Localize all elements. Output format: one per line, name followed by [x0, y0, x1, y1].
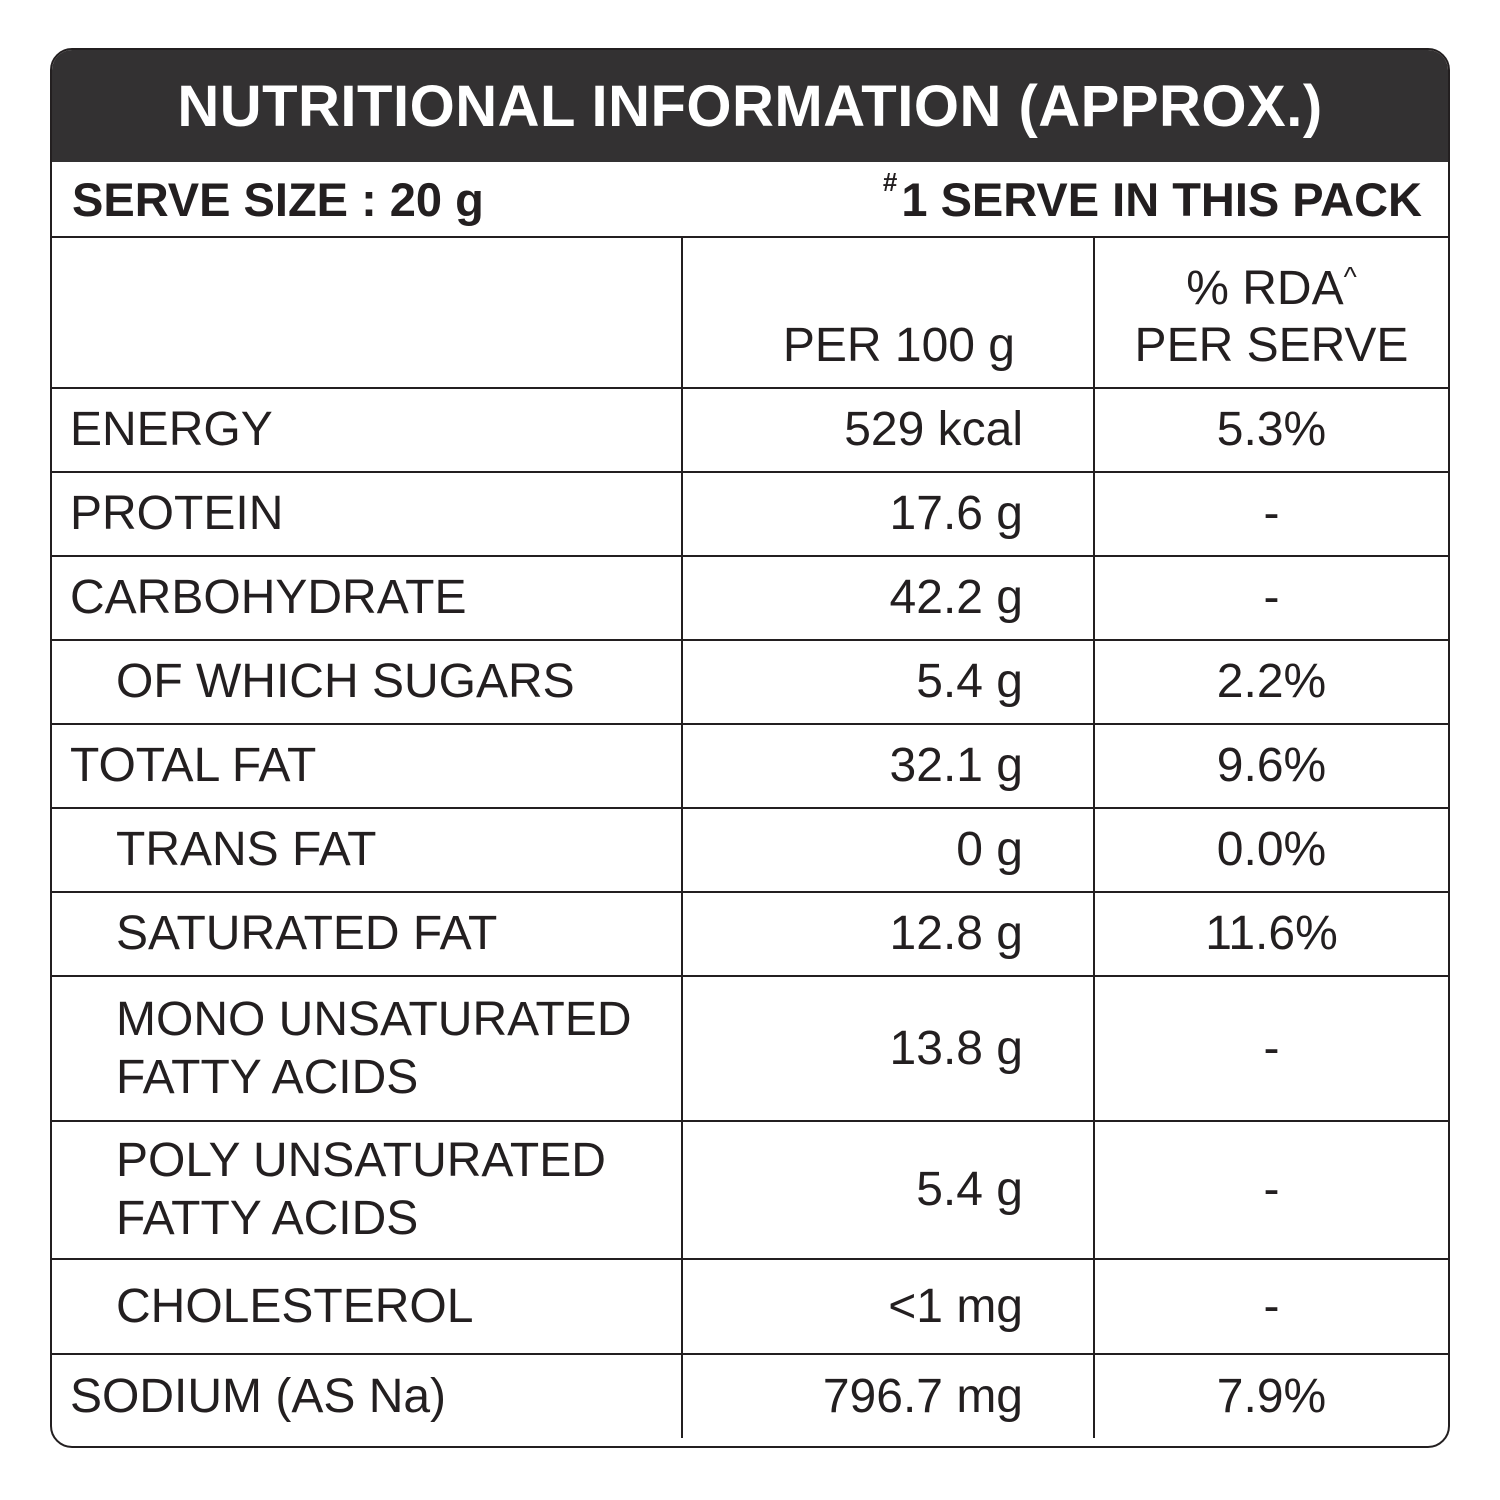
rda-per-serve: 9.6%: [1093, 723, 1448, 809]
rda-per-serve: 2.2%: [1093, 639, 1448, 725]
rda-per-serve: -: [1093, 471, 1448, 557]
nutrient-name: CHOLESTEROL: [52, 1258, 683, 1355]
nutrient-name: TOTAL FAT: [52, 723, 683, 809]
table-row: PROTEIN 17.6 g -: [52, 471, 1448, 557]
panel-title: NUTRITIONAL INFORMATION (APPROX.): [52, 50, 1448, 162]
nutrient-name: SODIUM (AS Na): [52, 1353, 683, 1438]
rda-footnote-mark: ^: [1343, 260, 1357, 292]
value-per-100g: 5.4 g: [681, 1120, 1095, 1260]
nutrient-name: CARBOHYDRATE: [52, 555, 683, 641]
table-row: POLY UNSATURATED FATTY ACIDS 5.4 g -: [52, 1120, 1448, 1260]
nutrient-name: POLY UNSATURATED FATTY ACIDS: [52, 1120, 683, 1260]
table-row: TOTAL FAT 32.1 g 9.6%: [52, 723, 1448, 809]
serves-per-pack-text: 1 SERVE IN THIS PACK: [901, 173, 1422, 226]
table-header-row: PER 100 g % RDA^ PER SERVE: [52, 238, 1448, 389]
value-per-100g: 0 g: [681, 807, 1095, 893]
table-row: CARBOHYDRATE 42.2 g -: [52, 555, 1448, 641]
serves-footnote-mark: #: [882, 167, 898, 198]
rda-per-serve: -: [1093, 975, 1448, 1122]
table-row: SODIUM (AS Na) 796.7 mg 7.9%: [52, 1353, 1448, 1438]
nutrient-name-line1: MONO UNSATURATED: [116, 992, 632, 1046]
value-per-100g: 796.7 mg: [681, 1353, 1095, 1438]
header-nutrient-cell: [52, 238, 683, 389]
nutrient-name-line2: FATTY ACIDS: [116, 1050, 419, 1104]
rda-per-serve: -: [1093, 555, 1448, 641]
value-per-100g: 32.1 g: [681, 723, 1095, 809]
value-per-100g: <1 mg: [681, 1258, 1095, 1355]
value-per-100g: 12.8 g: [681, 891, 1095, 977]
nutrition-table: PER 100 g % RDA^ PER SERVE ENERGY 529 kc…: [52, 238, 1448, 1438]
table-row: OF WHICH SUGARS 5.4 g 2.2%: [52, 639, 1448, 725]
table-row: CHOLESTEROL <1 mg -: [52, 1258, 1448, 1355]
table-row: SATURATED FAT 12.8 g 11.6%: [52, 891, 1448, 977]
rda-per-serve: 5.3%: [1093, 387, 1448, 473]
rda-per-serve: 0.0%: [1093, 807, 1448, 893]
value-per-100g: 529 kcal: [681, 387, 1095, 473]
table-row: TRANS FAT 0 g 0.0%: [52, 807, 1448, 893]
nutrient-name-line1: POLY UNSATURATED: [116, 1134, 606, 1188]
table-row: MONO UNSATURATED FATTY ACIDS 13.8 g -: [52, 975, 1448, 1122]
header-per-100g: PER 100 g: [681, 238, 1095, 389]
nutrient-name-line2: FATTY ACIDS: [116, 1192, 419, 1245]
value-per-100g: 42.2 g: [681, 555, 1095, 641]
nutrient-name: SATURATED FAT: [52, 891, 683, 977]
value-per-100g: 13.8 g: [681, 975, 1095, 1122]
nutrient-name: PROTEIN: [52, 471, 683, 557]
nutrient-name: ENERGY: [52, 387, 683, 473]
table-row: ENERGY 529 kcal 5.3%: [52, 387, 1448, 473]
value-per-100g: 5.4 g: [681, 639, 1095, 725]
serve-info-row: SERVE SIZE : 20 g #1 SERVE IN THIS PACK: [52, 162, 1448, 238]
rda-per-serve: -: [1093, 1258, 1448, 1355]
rda-per-serve: -: [1093, 1120, 1448, 1260]
value-per-100g: 17.6 g: [681, 471, 1095, 557]
header-per-serve-label: PER SERVE: [1134, 319, 1409, 373]
rda-per-serve: 11.6%: [1093, 891, 1448, 977]
header-rda-label: % RDA: [1186, 261, 1344, 315]
nutrition-panel: NUTRITIONAL INFORMATION (APPROX.) SERVE …: [50, 48, 1450, 1448]
serve-size-label: SERVE SIZE : 20 g: [72, 173, 484, 226]
nutrient-name: TRANS FAT: [52, 807, 683, 893]
serves-per-pack-label: #1 SERVE IN THIS PACK: [883, 167, 1422, 227]
header-rda-per-serve: % RDA^ PER SERVE: [1093, 238, 1448, 389]
nutrient-name: MONO UNSATURATED FATTY ACIDS: [52, 975, 683, 1122]
nutrient-name: OF WHICH SUGARS: [52, 639, 683, 725]
rda-per-serve: 7.9%: [1093, 1353, 1448, 1438]
